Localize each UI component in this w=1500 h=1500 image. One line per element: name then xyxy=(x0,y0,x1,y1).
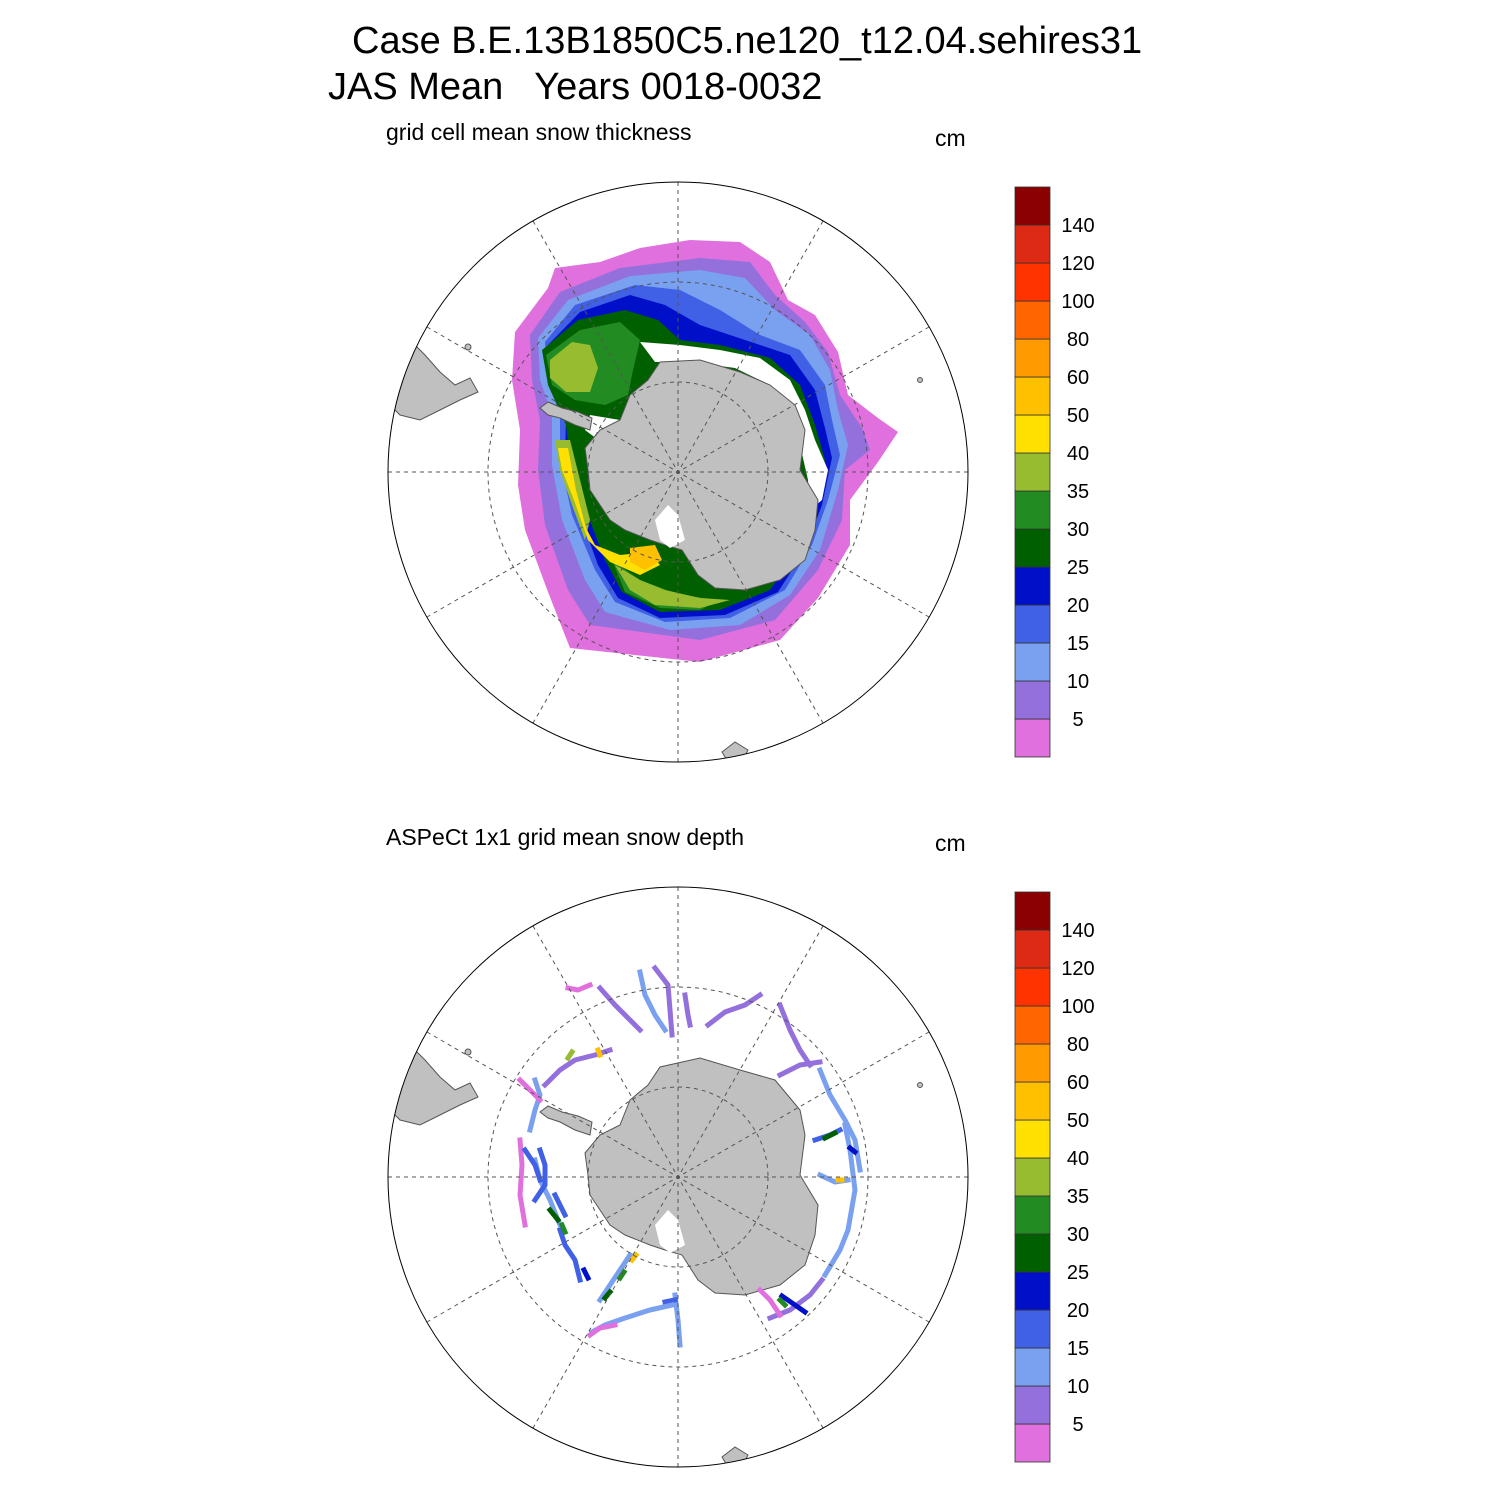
south-america-landmass xyxy=(388,1044,479,1126)
graticule xyxy=(388,182,968,762)
map-boundary xyxy=(387,886,969,1468)
colorbar-box xyxy=(1014,1043,1051,1083)
antarctica-landmass xyxy=(584,359,819,591)
colorbar-box xyxy=(1014,891,1051,931)
panel-1-title: grid cell mean snow thickness xyxy=(386,119,692,145)
colorbar-box xyxy=(1014,604,1051,644)
case-title: Case B.E.13B1850C5.ne120_t12.04.sehires3… xyxy=(352,20,1143,62)
colorbar-box xyxy=(1014,452,1051,492)
colorbar-tick-label: 60 xyxy=(1067,367,1089,389)
island-1 xyxy=(464,1048,472,1056)
colorbar-box xyxy=(1014,642,1051,682)
colorbar-box xyxy=(1014,1385,1051,1425)
colorbar-tick-label: 120 xyxy=(1061,253,1094,275)
colorbar-tick-label: 20 xyxy=(1067,595,1089,617)
colorbar-box xyxy=(1014,718,1051,758)
snow-band-35-40-b xyxy=(615,565,730,608)
colorbar-tick-label: 40 xyxy=(1067,1148,1089,1170)
colorbar-tick-label: 120 xyxy=(1061,958,1094,980)
colorbar-box xyxy=(1014,1157,1051,1197)
colorbar-box xyxy=(1014,262,1051,302)
colorbar-tick-label: 25 xyxy=(1067,1262,1089,1284)
colorbar-box xyxy=(1014,1119,1051,1159)
panel-1-units: cm xyxy=(935,125,966,151)
colorbar-tick-label: 10 xyxy=(1067,1376,1089,1398)
island-3 xyxy=(721,741,749,762)
colorbar-1: 5 10 15 20 25 30 35 40 50 60 80 100 120 140 xyxy=(1014,186,1095,758)
colorbar-box xyxy=(1014,1423,1051,1463)
colorbar-tick-label: 35 xyxy=(1067,481,1089,503)
colorbar-tick-label: 25 xyxy=(1067,557,1089,579)
antarctic-peninsula xyxy=(539,1105,593,1136)
colorbar-tick-label: 10 xyxy=(1067,671,1089,693)
colorbar-tick-label: 5 xyxy=(1072,709,1083,731)
colorbar-box xyxy=(1014,414,1051,454)
colorbar-tick-label: 30 xyxy=(1067,1224,1089,1246)
colorbar-box xyxy=(1014,338,1051,378)
snow-band-50-60 xyxy=(630,545,662,570)
colorbar-2: 5 10 15 20 25 30 35 40 50 60 80 100 120 140 xyxy=(1014,891,1095,1463)
colorbar-tick-label: 100 xyxy=(1061,291,1094,313)
colorbar-box xyxy=(1014,528,1051,568)
colorbar-tick-label: 80 xyxy=(1067,329,1089,351)
island-3 xyxy=(721,1446,749,1467)
colorbar-tick-label: 15 xyxy=(1067,633,1089,655)
colorbar-box xyxy=(1014,376,1051,416)
island-1 xyxy=(464,343,472,351)
snow-band-35-40 xyxy=(550,342,598,392)
colorbar-tick-label: 20 xyxy=(1067,1300,1089,1322)
colorbar-tick-label: 80 xyxy=(1067,1034,1089,1056)
colorbar-tick-label: 140 xyxy=(1061,215,1094,237)
colorbar-box xyxy=(1014,224,1051,264)
colorbar-box xyxy=(1014,1233,1051,1273)
colorbar-tick-label: 140 xyxy=(1061,920,1094,942)
south-america-landmass xyxy=(388,339,479,421)
panel-1-map xyxy=(387,181,969,763)
graticule xyxy=(388,887,968,1467)
colorbar-box xyxy=(1014,566,1051,606)
panel-2-map xyxy=(387,886,969,1468)
coastal-gap xyxy=(640,342,828,510)
colorbar-box xyxy=(1014,1005,1051,1045)
island-2 xyxy=(917,1082,923,1088)
colorbar-box xyxy=(1014,186,1051,226)
island-2 xyxy=(917,377,923,383)
colorbar-tick-label: 30 xyxy=(1067,519,1089,541)
colorbar-box xyxy=(1014,1081,1051,1121)
colorbar-tick-label: 35 xyxy=(1067,1186,1089,1208)
colorbar-tick-label: 40 xyxy=(1067,443,1089,465)
period-title: JAS Mean Years 0018-0032 xyxy=(328,66,823,108)
observation-highlights xyxy=(546,1046,859,1309)
colorbar-box xyxy=(1014,300,1051,340)
colorbar-tick-label: 60 xyxy=(1067,1072,1089,1094)
colorbar-tick-label: 15 xyxy=(1067,1338,1089,1360)
colorbar-box xyxy=(1014,1271,1051,1311)
colorbar-box xyxy=(1014,1347,1051,1387)
colorbar-box xyxy=(1014,680,1051,720)
panel-2-units: cm xyxy=(935,830,966,856)
panel-2-title: ASPeCt 1x1 grid mean snow depth xyxy=(386,824,744,850)
colorbar-tick-label: 50 xyxy=(1067,405,1089,427)
colorbar-box xyxy=(1014,1195,1051,1235)
colorbar-tick-label: 100 xyxy=(1061,996,1094,1018)
colorbar-box xyxy=(1014,1309,1051,1349)
colorbar-tick-label: 50 xyxy=(1067,1110,1089,1132)
observation-tracks xyxy=(516,964,863,1348)
antarctic-peninsula xyxy=(539,401,593,431)
colorbar-box xyxy=(1014,967,1051,1007)
colorbar-box xyxy=(1014,490,1051,530)
map-boundary xyxy=(387,181,969,763)
colorbar-box xyxy=(1014,929,1051,969)
colorbar-tick-label: 5 xyxy=(1072,1414,1083,1436)
